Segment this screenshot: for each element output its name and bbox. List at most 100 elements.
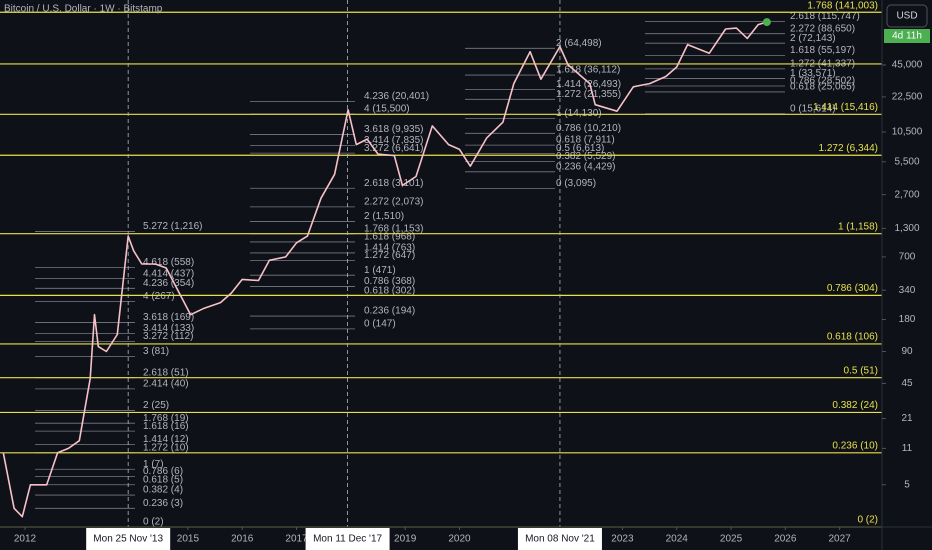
fib-label: 1 (471)	[364, 265, 396, 276]
date-marker-box	[517, 528, 602, 550]
plot-area: 5.272 (1,216)4.618 (558)4.414 (437)4.236…	[0, 0, 882, 528]
fib-label: 1.414 (763)	[364, 243, 415, 254]
y-tick-label: 700	[899, 252, 916, 263]
fib-label: 2 (1,510)	[364, 211, 404, 222]
y-tick-label: 11	[902, 443, 913, 454]
x-tick-label: 2027	[829, 534, 852, 545]
fib-label: 3.618 (9,935)	[364, 124, 424, 135]
fib-label: 0.5 (6,613)	[556, 143, 604, 154]
y-tick-label: 5,500	[894, 156, 919, 167]
fib-label: 0.618 (7,911)	[556, 135, 615, 146]
fib-label: 3 (81)	[143, 346, 169, 357]
countdown-box	[884, 29, 930, 43]
fib-label: 1.272 (647)	[364, 250, 415, 261]
fib-label: 0 (147)	[364, 318, 396, 329]
fib-label: 2 (72,143)	[790, 33, 836, 44]
x-tick-label: 2020	[448, 534, 471, 545]
x-tick-label: 2015	[177, 534, 200, 545]
fib-label: 4.618 (558)	[143, 257, 194, 268]
fib-label: 0.382 (4)	[143, 485, 183, 496]
fib-label: 2.414 (40)	[143, 379, 189, 390]
fib-label: 0 (2)	[143, 517, 164, 528]
countdown: 4d 11h	[892, 31, 922, 42]
key-level-label: 0.382 (24)	[832, 400, 878, 411]
fib-label: 4.236 (354)	[143, 278, 194, 289]
fib-label: 0.786 (28,502)	[790, 76, 855, 87]
fib-label: 0.618 (25,065)	[790, 82, 855, 93]
fib-label: 0.618 (5)	[143, 474, 183, 485]
key-level-label: 1.768 (141,003)	[807, 1, 878, 12]
fib-label: 2.618 (3,101)	[364, 178, 424, 189]
y-tick-label: 2,700	[894, 189, 919, 200]
fib-label: 3.618 (169)	[143, 312, 194, 323]
chart-title: Bitcoin / U.S. Dollar · 1W · Bitstamp	[4, 4, 163, 15]
fib-label: 0 (3,095)	[556, 178, 596, 189]
fib-label: 1.272 (10)	[143, 442, 189, 453]
y-tick-label: 22,500	[892, 92, 923, 103]
date-marker-label: Mon 11 Dec '17	[313, 534, 382, 545]
fib-label: 0.786 (6)	[143, 466, 183, 477]
key-level-label: 0.618 (106)	[827, 332, 878, 343]
fib-label: 3.414 (133)	[143, 323, 194, 334]
x-tick-label: 2016	[231, 534, 254, 545]
fib-label: 0.786 (368)	[364, 276, 415, 287]
x-tick-label: 2023	[611, 534, 634, 545]
currency[interactable]: USD	[896, 11, 917, 22]
fib-label: 1.272 (21,355)	[556, 89, 621, 100]
fib-label: 2 (64,498)	[556, 38, 602, 49]
fib-label: 2.618 (115,747)	[790, 11, 860, 22]
fib-label: 1.618 (55,197)	[790, 45, 855, 56]
y-tick-label: 1,300	[894, 223, 919, 234]
x-tick-label: 2024	[666, 534, 689, 545]
fib-label: 1.414 (12)	[143, 434, 189, 445]
date-marker-box	[86, 528, 171, 550]
fib-label: 5.272 (1,216)	[143, 221, 203, 232]
fib-label: 1.768 (19)	[143, 413, 189, 424]
date-marker-label: Mon 25 Nov '13	[93, 534, 163, 545]
y-tick-label: 90	[901, 346, 913, 357]
fib-label: 0 (15,614)	[790, 103, 836, 114]
fib-label: 1 (7)	[143, 459, 164, 470]
fib-label: 0.618 (302)	[364, 285, 415, 296]
fib-label: 2.272 (88,650)	[790, 23, 855, 34]
key-level-label: 1.272 (6,344)	[819, 143, 879, 154]
key-level-label: 1 (1,158)	[838, 221, 878, 232]
y-tick-label: 10,500	[892, 127, 923, 138]
fib-label: 4 (15,500)	[364, 104, 410, 115]
fib-label: 0.236 (4,429)	[556, 161, 616, 172]
fib-label: 4.236 (20,401)	[364, 91, 429, 102]
key-level-label: 1.414 (15,416)	[813, 102, 878, 113]
currency-button[interactable]	[886, 4, 928, 28]
x-tick-label: 2025	[720, 534, 743, 545]
last-price-dot	[762, 18, 771, 27]
fib-label: 3.414 (7,835)	[364, 135, 424, 146]
date-marker-label: Mon 08 Nov '21	[525, 534, 595, 545]
fib-label: 1.618 (968)	[364, 232, 415, 243]
fib-label: 3.272 (6,641)	[364, 143, 424, 154]
fib-label: 2 (25)	[143, 400, 169, 411]
fib-label: 1.618 (16)	[143, 421, 189, 432]
fib-label: 1.768 (1,153)	[364, 224, 424, 235]
fib-label: 0.236 (3)	[143, 498, 183, 509]
fib-label: 2.272 (2,073)	[364, 196, 424, 207]
price-line	[2, 21, 768, 518]
fib-label: 2.618 (51)	[143, 367, 189, 378]
x-tick-label: 2012	[14, 534, 37, 545]
y-tick-label: 21	[901, 413, 913, 424]
fib-label: 1 (33,571)	[790, 68, 836, 79]
y-tick-label: 45,000	[892, 60, 923, 71]
key-level-label: 0.5 (51)	[844, 365, 878, 376]
fib-label: 0.786 (10,210)	[556, 123, 621, 134]
y-tick-label: 180	[899, 314, 916, 325]
y-tick-label: 5	[904, 479, 910, 490]
fib-label: 4 (267)	[143, 291, 175, 302]
x-tick-label: 2017	[285, 534, 308, 545]
date-marker-box	[305, 528, 390, 550]
y-tick-label: 45	[901, 378, 913, 389]
key-level-label: 0 (2)	[857, 515, 878, 526]
y-tick-label: 340	[899, 285, 916, 296]
fib-label: 0.236 (194)	[364, 306, 415, 317]
x-tick-label: 2026	[774, 534, 797, 545]
x-tick-label: 2019	[394, 534, 417, 545]
